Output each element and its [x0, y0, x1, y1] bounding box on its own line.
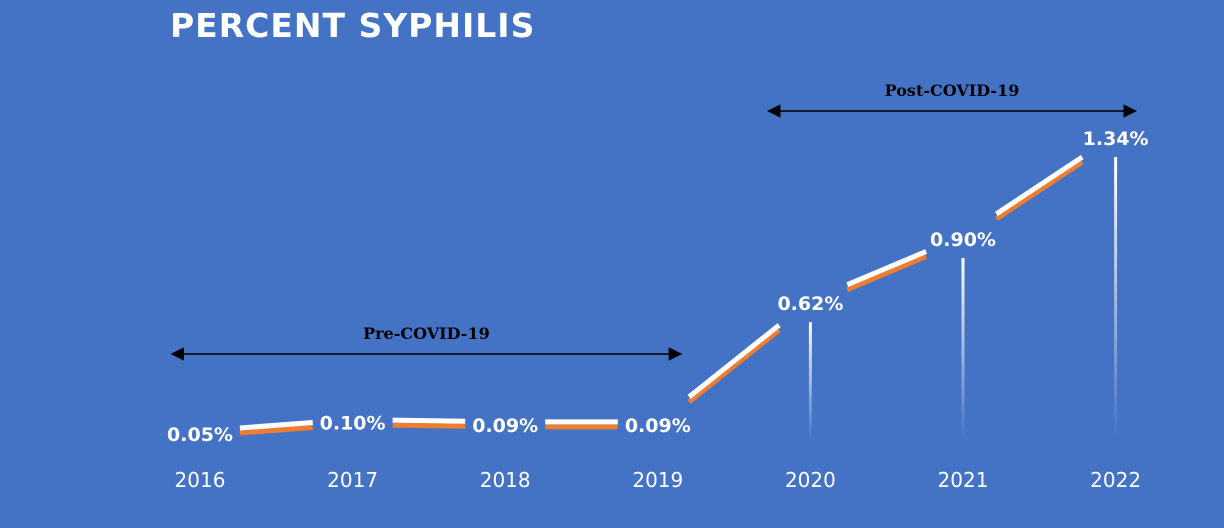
- data-label: 0.10%: [320, 413, 386, 435]
- line-segment-shadow: [846, 254, 928, 292]
- annotation-label: Post-COVID-19: [885, 81, 1020, 100]
- x-tick-label: 2019: [632, 468, 683, 492]
- line-segment-shadow: [994, 159, 1084, 221]
- line-segment: [239, 420, 313, 431]
- chart-title: PERCENT SYPHILIS: [170, 6, 536, 45]
- x-tick-label: 2021: [938, 468, 989, 492]
- line-segment: [994, 154, 1084, 216]
- drop-line: [1114, 157, 1118, 440]
- data-label: 0.09%: [625, 415, 691, 437]
- x-tick-label: 2018: [480, 468, 531, 492]
- line-segment-shadow: [392, 422, 466, 429]
- line-segment-shadow: [239, 425, 313, 436]
- x-tick-label: 2016: [175, 468, 226, 492]
- data-label: 0.09%: [472, 415, 538, 437]
- line-segment: [392, 417, 466, 424]
- x-tick-label: 2017: [327, 468, 378, 492]
- line-segment: [846, 249, 928, 287]
- line-segment-shadow: [687, 328, 781, 404]
- x-tick-label: 2020: [785, 468, 836, 492]
- x-tick-label: 2022: [1090, 468, 1141, 492]
- drop-line: [808, 322, 812, 440]
- data-label: 1.34%: [1083, 128, 1149, 150]
- data-label: 0.90%: [930, 229, 996, 251]
- drop-line: [961, 257, 965, 440]
- data-label: 0.62%: [777, 293, 843, 315]
- line-segment: [687, 323, 781, 399]
- data-label: 0.05%: [167, 424, 233, 446]
- annotation-label: Pre-COVID-19: [363, 324, 490, 343]
